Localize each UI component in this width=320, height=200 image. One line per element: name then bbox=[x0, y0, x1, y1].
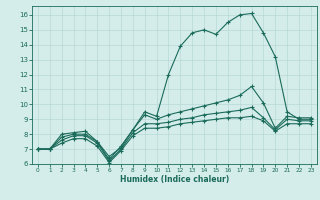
X-axis label: Humidex (Indice chaleur): Humidex (Indice chaleur) bbox=[120, 175, 229, 184]
